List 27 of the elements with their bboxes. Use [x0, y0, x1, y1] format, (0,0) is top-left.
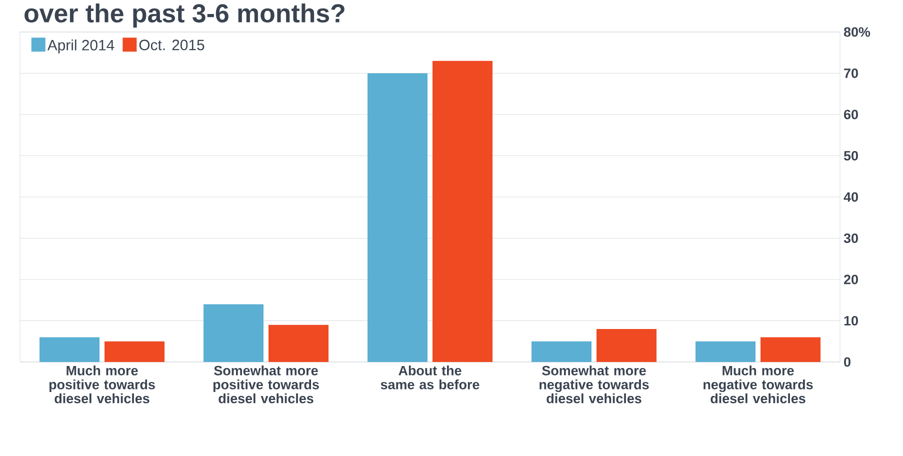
- y-tick-label: 10: [844, 316, 858, 326]
- y-tick-label: 60: [844, 110, 858, 120]
- bar: [368, 73, 428, 362]
- y-tick-label: 20: [844, 274, 858, 284]
- y-tick-label: 30: [844, 233, 858, 244]
- legend-label: April 2014: [47, 39, 114, 54]
- y-tick-label: 50: [844, 150, 858, 160]
- y-tick-label: 0: [844, 357, 850, 367]
- x-tick-label: About the same as before: [380, 366, 480, 390]
- bar: [532, 341, 592, 362]
- bar: [40, 337, 100, 362]
- bar: [104, 341, 165, 362]
- x-tick-label: Much more positive towards diesel vehicles: [49, 366, 155, 404]
- bar: [696, 341, 756, 362]
- x-tick-label: Somewhat more positive towards diesel vehicles: [213, 366, 319, 404]
- legend-label: Oct. 2015: [139, 40, 204, 50]
- bar: [596, 328, 657, 362]
- y-tick-label: 70: [844, 68, 858, 78]
- y-tick-label: 80%: [844, 27, 870, 37]
- x-tick-label: Much more negative towards diesel vehicles: [704, 366, 813, 404]
- chart-title: over the past 3-6 months?: [24, 4, 344, 28]
- bar: [268, 324, 329, 362]
- x-tick-label: Somewhat more negative towards diesel vehicles: [540, 366, 649, 404]
- bar: [760, 337, 821, 362]
- bar: [204, 304, 264, 362]
- y-tick-label: 40: [844, 192, 858, 202]
- bar: [432, 60, 493, 362]
